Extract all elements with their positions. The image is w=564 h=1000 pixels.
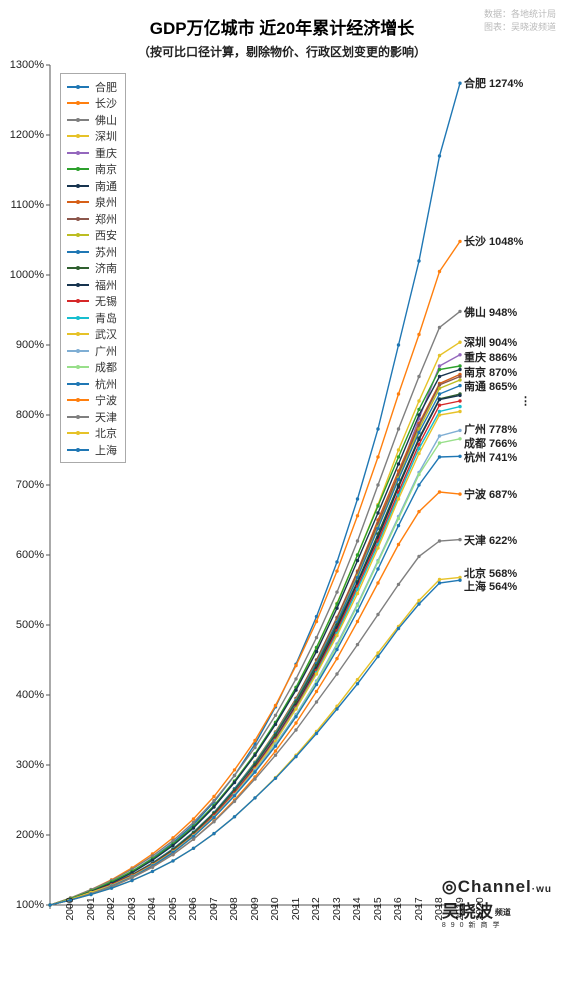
series-line-宁波: [50, 492, 460, 905]
legend-label: 佛山: [95, 112, 117, 128]
legend-label: 广州: [95, 343, 117, 359]
legend-item: 北京: [67, 425, 117, 441]
legend-label: 北京: [95, 425, 117, 441]
end-label: 南京 870%: [464, 364, 517, 380]
legend-item: 合肥: [67, 79, 117, 95]
wm-l2s: 频道: [495, 908, 511, 917]
wm-l3: 890新商学: [442, 920, 552, 930]
legend-label: 苏州: [95, 244, 117, 260]
y-tick-label: 200%: [16, 829, 44, 841]
end-label: 宁波 687%: [464, 486, 517, 502]
legend-label: 长沙: [95, 95, 117, 111]
legend-label: 西安: [95, 227, 117, 243]
legend-item: 成都: [67, 359, 117, 375]
legend-item: 济南: [67, 260, 117, 276]
plot-area: 100%200%300%400%500%600%700%800%900%1000…: [50, 65, 460, 905]
legend-item: 宁波: [67, 392, 117, 408]
series-line-青岛: [50, 407, 460, 905]
legend-label: 泉州: [95, 194, 117, 210]
legend-label: 青岛: [95, 310, 117, 326]
series-line-广州: [50, 430, 460, 905]
end-label: 深圳 904%: [464, 334, 517, 350]
legend-item: 武汉: [67, 326, 117, 342]
y-tick-label: 700%: [16, 479, 44, 491]
legend-item: 青岛: [67, 310, 117, 326]
end-label: 合肥 1274%: [464, 75, 523, 91]
source-credit: 数据：各地统计局 图表：吴晓波频道: [484, 8, 556, 34]
y-tick-label: 1300%: [10, 59, 44, 71]
legend-item: 长沙: [67, 95, 117, 111]
legend-item: 佛山: [67, 112, 117, 128]
watermark: ◎Channel·wu 吴晓波频道 890新商学: [442, 877, 552, 930]
legend-label: 南通: [95, 178, 117, 194]
legend-item: 西安: [67, 227, 117, 243]
legend-item: 无锡: [67, 293, 117, 309]
legend-label: 杭州: [95, 376, 117, 392]
chart-container: 数据：各地统计局 图表：吴晓波频道 GDP万亿城市 近20年累计经济增长 （按可…: [0, 0, 564, 1000]
chart-title: GDP万亿城市 近20年累计经济增长: [0, 0, 564, 39]
legend-item: 泉州: [67, 194, 117, 210]
end-label: 天津 622%: [464, 532, 517, 548]
legend-item: 苏州: [67, 244, 117, 260]
legend-label: 武汉: [95, 326, 117, 342]
end-label: 南通 865%: [464, 378, 517, 394]
legend-item: 郑州: [67, 211, 117, 227]
legend-item: 天津: [67, 409, 117, 425]
legend-label: 无锡: [95, 293, 117, 309]
legend-label: 郑州: [95, 211, 117, 227]
y-tick-label: 400%: [16, 689, 44, 701]
chart-subtitle: （按可比口径计算，剔除物价、行政区划变更的影响）: [0, 43, 564, 60]
legend-label: 南京: [95, 161, 117, 177]
source-chart: 图表：吴晓波频道: [484, 21, 556, 34]
legend-item: 广州: [67, 343, 117, 359]
legend-item: 南京: [67, 161, 117, 177]
series-line-成都: [50, 439, 460, 905]
legend-item: 杭州: [67, 376, 117, 392]
legend-item: 深圳: [67, 128, 117, 144]
legend-item: 上海: [67, 442, 117, 458]
wm-l1: Channel: [458, 877, 532, 896]
legend-item: 重庆: [67, 145, 117, 161]
series-line-杭州: [50, 456, 460, 905]
legend-label: 深圳: [95, 128, 117, 144]
wm-l2: 吴晓波: [442, 902, 493, 921]
y-tick-label: 900%: [16, 339, 44, 351]
legend-label: 成都: [95, 359, 117, 375]
legend-label: 重庆: [95, 145, 117, 161]
end-label: 重庆 886%: [464, 349, 517, 365]
y-tick-label: 1000%: [10, 269, 44, 281]
end-label: 杭州 741%: [464, 449, 517, 465]
end-label: 佛山 948%: [464, 304, 517, 320]
series-line-天津: [50, 540, 460, 905]
legend-label: 济南: [95, 260, 117, 276]
end-label: 上海 564%: [464, 578, 517, 594]
y-tick-label: 1100%: [11, 199, 44, 211]
y-tick-label: 1200%: [10, 129, 44, 141]
legend-label: 上海: [95, 442, 117, 458]
legend-label: 天津: [95, 409, 117, 425]
y-tick-label: 800%: [16, 409, 44, 421]
end-label: 长沙 1048%: [464, 233, 523, 249]
y-tick-label: 600%: [16, 549, 44, 561]
y-tick-label: 500%: [16, 619, 44, 631]
legend: 合肥长沙佛山深圳重庆南京南通泉州郑州西安苏州济南福州无锡青岛武汉广州成都杭州宁波…: [60, 73, 126, 463]
legend-label: 福州: [95, 277, 117, 293]
legend-label: 宁波: [95, 392, 117, 408]
legend-item: 福州: [67, 277, 117, 293]
source-data: 数据：各地统计局: [484, 8, 556, 21]
y-tick-label: 300%: [16, 759, 44, 771]
legend-label: 合肥: [95, 79, 117, 95]
ellipsis-icon: ⋮: [520, 395, 533, 408]
legend-item: 南通: [67, 178, 117, 194]
y-tick-label: 100%: [16, 899, 44, 911]
